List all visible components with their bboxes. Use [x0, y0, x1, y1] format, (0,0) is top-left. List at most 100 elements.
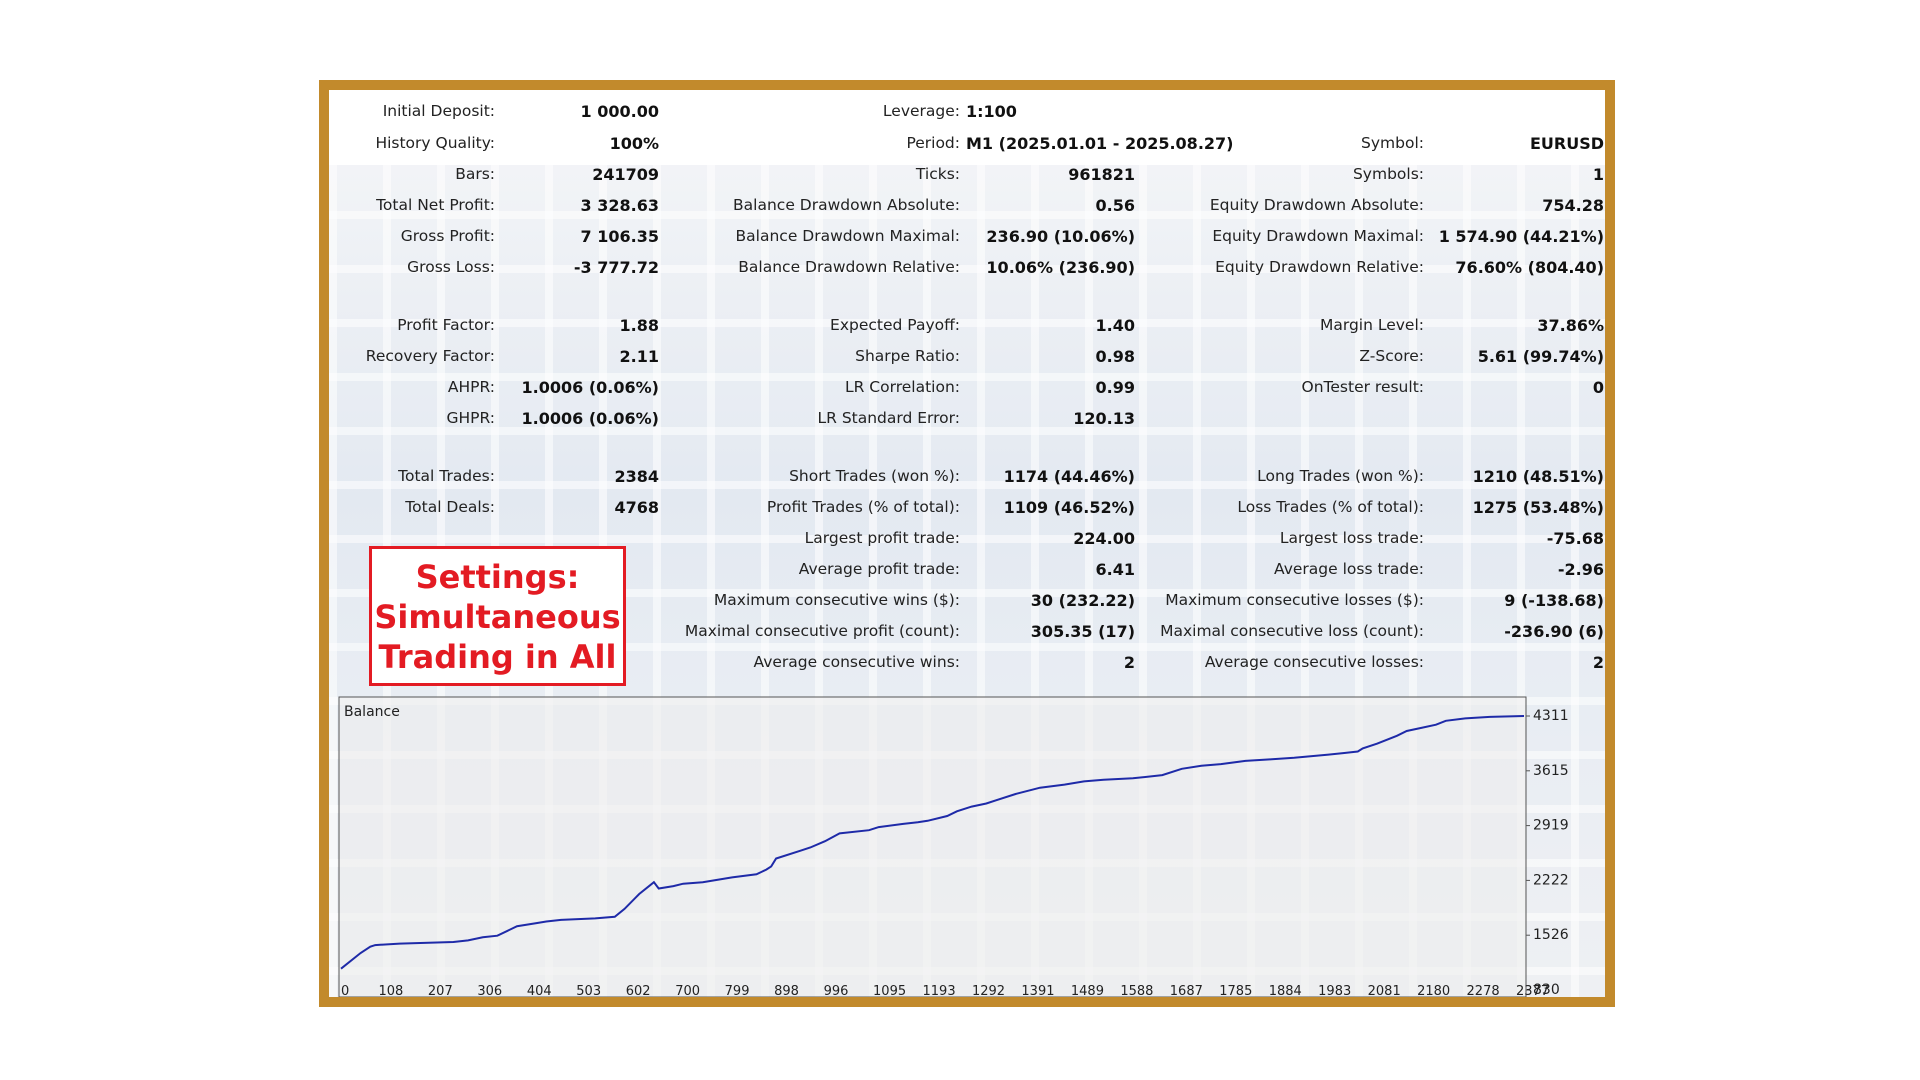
balance-series-line-0 — [340, 715, 1525, 970]
stat-label-2-c2: Balance Drawdown Maximal: — [735, 227, 960, 245]
stat-value-11-c3: -2.96 — [1557, 560, 1604, 579]
stat-label-0-c2: Ticks: — [915, 165, 960, 183]
y-tick-label-1: 3615 — [1533, 763, 1569, 779]
stat-label-8-c3: Long Trades (won %): — [1257, 467, 1424, 485]
y-tick-label-4: 1526 — [1533, 927, 1569, 943]
stat-value-6-c2: 0.99 — [1095, 378, 1135, 397]
x-tick-label-12: 1193 — [923, 984, 956, 997]
stat-value-13-c3: -236.90 (6) — [1504, 622, 1604, 641]
stat-label-1-c3: Equity Drawdown Absolute: — [1209, 196, 1424, 214]
stat-value-8-c2: 1174 (44.46%) — [1003, 467, 1135, 486]
stat-label-10-c2: Largest profit trade: — [804, 529, 960, 547]
stat-value-4-c3: 37.86% — [1537, 316, 1604, 335]
chart-y-axis: 4311 3615 2919 2222 1526 830 — [1526, 708, 1569, 997]
stat-value-5-c2: 0.98 — [1095, 347, 1135, 366]
x-tick-label-8: 799 — [725, 984, 750, 997]
stat-value-1-c1: 3 328.63 — [580, 196, 659, 215]
symbol-value: EURUSD — [1529, 134, 1604, 153]
x-tick-label-9: 898 — [774, 984, 799, 997]
stat-label-0-c1: Bars: — [455, 165, 495, 183]
stat-value-9-c2: 1109 (46.52%) — [1003, 498, 1135, 517]
y-tick-label-5: 830 — [1533, 982, 1560, 997]
stat-label-8-c2: Short Trades (won %): — [789, 467, 960, 485]
stat-value-11-c2: 6.41 — [1095, 560, 1135, 579]
stat-label-14-c3: Average consecutive losses: — [1204, 653, 1424, 671]
stat-value-2-c3: 1 574.90 (44.21%) — [1438, 227, 1604, 246]
history-quality-label: History Quality: — [375, 134, 495, 152]
chart-series-group — [340, 715, 1525, 970]
x-tick-label-0: 0 — [341, 984, 349, 997]
stat-label-3-c3: Equity Drawdown Relative: — [1215, 258, 1424, 276]
stat-value-5-c3: 5.61 (99.74%) — [1477, 347, 1604, 366]
settings-line-3: Trading in All — [378, 638, 617, 676]
stat-label-8-c1: Total Trades: — [398, 467, 495, 485]
settings-line-1: Settings: — [415, 558, 580, 596]
chart-x-axis: 0 108 207 306 404 503 602 700 799 898 996 1095 1193 1… — [341, 984, 1549, 997]
x-tick-label-6: 602 — [626, 984, 651, 997]
stat-value-0-c2: 961821 — [1068, 165, 1135, 184]
y-tick-label-3: 2222 — [1533, 872, 1569, 888]
stat-label-4-c2: Expected Payoff: — [830, 316, 960, 334]
stat-label-14-c2: Average consecutive wins: — [753, 653, 961, 671]
stat-value-6-c1: 1.0006 (0.06%) — [521, 378, 659, 397]
stat-label-10-c3: Largest loss trade: — [1279, 529, 1424, 547]
x-tick-label-10: 996 — [824, 984, 849, 997]
x-tick-label-7: 700 — [675, 984, 700, 997]
y-tick-label-0: 4311 — [1533, 708, 1569, 724]
x-tick-label-5: 503 — [576, 984, 601, 997]
stat-value-3-c3: 76.60% (804.40) — [1455, 258, 1604, 277]
stat-label-2-c1: Gross Profit: — [400, 227, 495, 245]
stat-value-0-c1: 241709 — [592, 165, 659, 184]
chart-plot-area — [338, 696, 1527, 997]
leverage-label: Leverage: — [882, 102, 960, 120]
report-header-band — [329, 90, 1605, 165]
stat-value-4-c2: 1.40 — [1095, 316, 1135, 335]
stat-label-7-c2: LR Standard Error: — [817, 409, 960, 427]
period-label: Period: — [906, 134, 960, 152]
stat-value-1-c2: 0.56 — [1095, 196, 1135, 215]
x-tick-label-22: 2180 — [1417, 984, 1450, 997]
x-tick-label-23: 2278 — [1467, 984, 1500, 997]
report-frame: Initial Deposit: 1 000.00 Leverage: 1:10… — [319, 80, 1615, 1007]
stat-label-13-c2: Maximal consecutive profit (count): — [684, 622, 960, 640]
stat-value-5-c1: 2.11 — [619, 347, 659, 366]
x-tick-label-11: 1095 — [873, 984, 906, 997]
stat-value-7-c1: 1.0006 (0.06%) — [521, 409, 659, 428]
stat-value-1-c3: 754.28 — [1542, 196, 1604, 215]
x-tick-label-1: 108 — [378, 984, 403, 997]
stat-value-8-c1: 2384 — [614, 467, 659, 486]
stat-label-11-c3: Average loss trade: — [1274, 560, 1424, 578]
stat-value-10-c3: -75.68 — [1546, 529, 1604, 548]
settings-callout: Settings: Simultaneous Trading in All — [369, 546, 626, 686]
x-tick-label-20: 1983 — [1318, 984, 1351, 997]
stat-label-5-c2: Sharpe Ratio: — [855, 347, 960, 365]
stat-label-5-c3: Z-Score: — [1359, 347, 1424, 365]
stat-label-4-c3: Margin Level: — [1319, 316, 1424, 334]
x-tick-label-18: 1785 — [1219, 984, 1252, 997]
stat-label-11-c2: Average profit trade: — [798, 560, 960, 578]
stat-value-3-c2: 10.06% (236.90) — [986, 258, 1135, 277]
stat-label-12-c2: Maximum consecutive wins ($): — [713, 591, 960, 609]
stat-label-12-c3: Maximum consecutive losses ($): — [1165, 591, 1424, 609]
stat-label-9-c3: Loss Trades (% of total): — [1237, 498, 1424, 516]
symbol-label: Symbol: — [1361, 134, 1424, 152]
stat-value-8-c3: 1210 (48.51%) — [1472, 467, 1604, 486]
initial-deposit-value: 1 000.00 — [580, 102, 659, 121]
x-tick-label-24: 2377 — [1516, 984, 1549, 997]
x-tick-label-13: 1292 — [972, 984, 1005, 997]
tester-report: Initial Deposit: 1 000.00 Leverage: 1:10… — [329, 90, 1605, 997]
stat-value-7-c2: 120.13 — [1073, 409, 1135, 428]
x-tick-label-3: 306 — [477, 984, 502, 997]
stat-value-4-c1: 1.88 — [619, 316, 659, 335]
stat-value-12-c3: 9 (-138.68) — [1504, 591, 1604, 610]
stat-value-13-c2: 305.35 (17) — [1030, 622, 1135, 641]
x-tick-label-21: 2081 — [1368, 984, 1401, 997]
stat-label-3-c1: Gross Loss: — [407, 258, 495, 276]
balance-chart: Balance 4311 3615 2919 2222 1526 830 0 108 207 3… — [338, 696, 1569, 997]
stat-label-13-c3: Maximal consecutive loss (count): — [1160, 622, 1424, 640]
x-tick-label-19: 1884 — [1269, 984, 1302, 997]
stat-label-9-c2: Profit Trades (% of total): — [766, 498, 960, 516]
stat-value-3-c1: -3 777.72 — [573, 258, 659, 277]
stat-value-0-c3: 1 — [1592, 165, 1604, 184]
stat-label-6-c1: AHPR: — [447, 378, 495, 396]
